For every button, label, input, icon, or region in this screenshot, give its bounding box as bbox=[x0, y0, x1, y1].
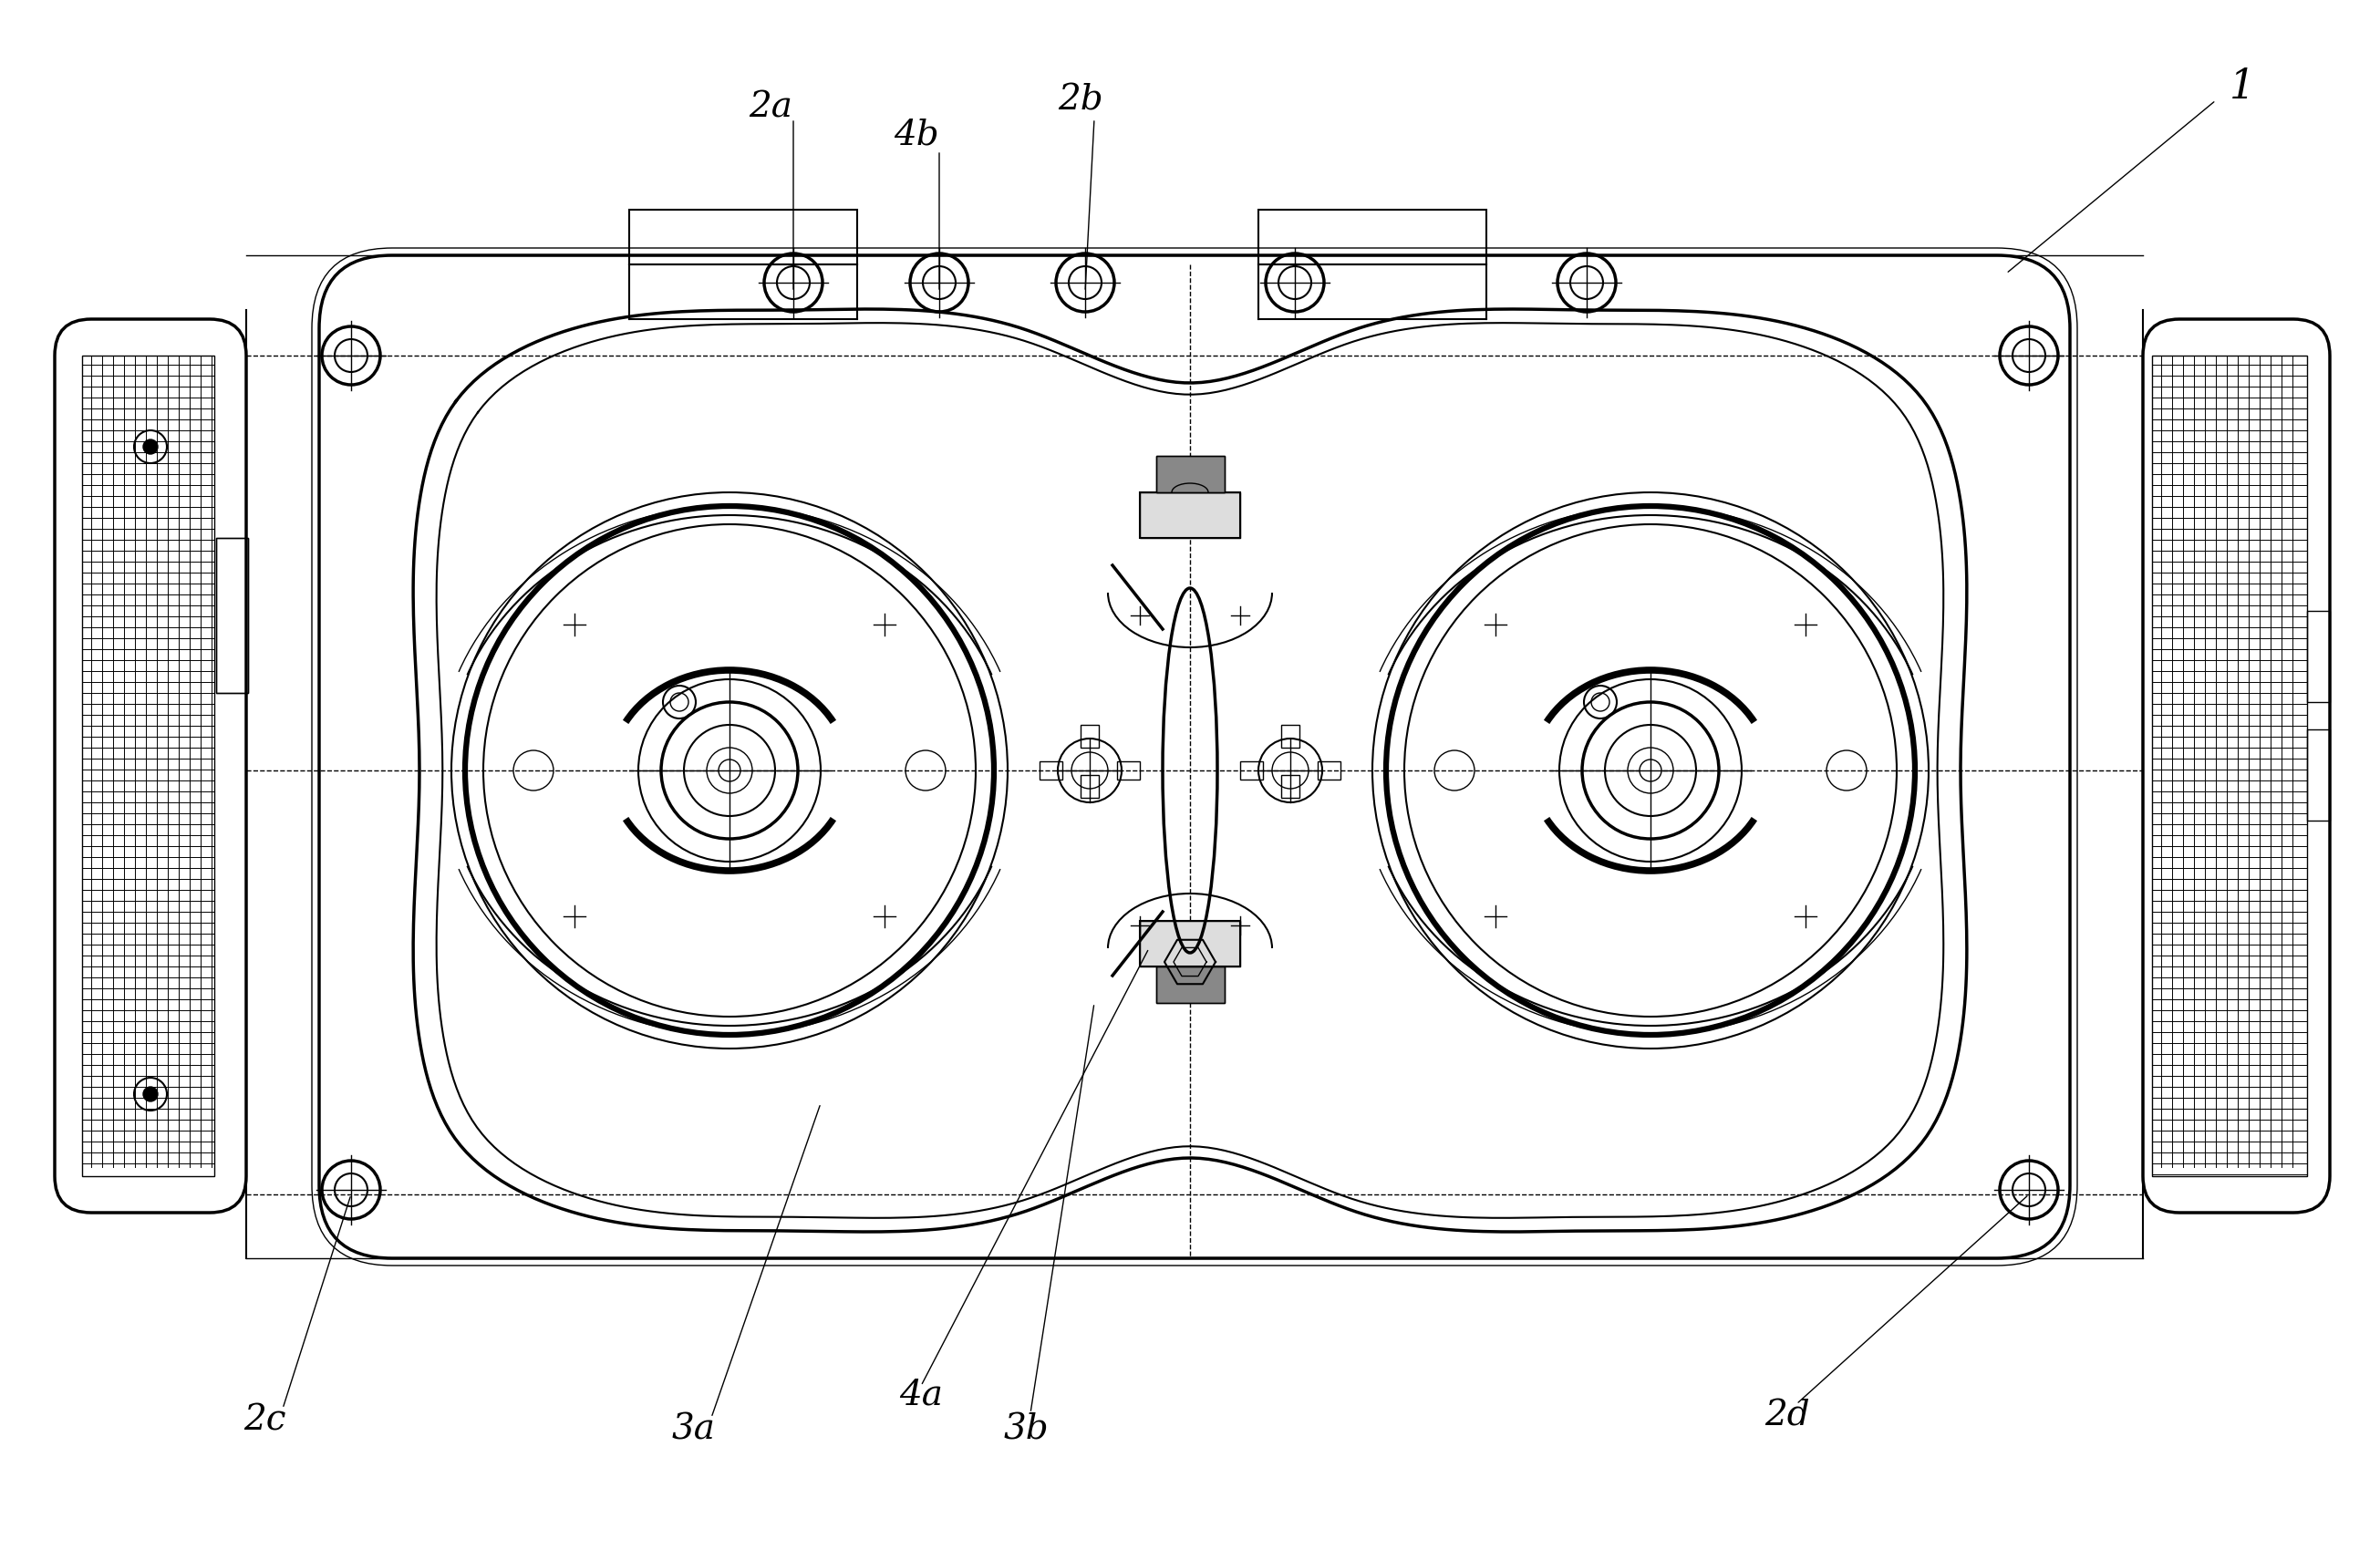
Bar bbox=[1140, 493, 1240, 538]
Bar bbox=[1140, 921, 1240, 967]
Bar bbox=[1157, 967, 1226, 1003]
Text: 3b: 3b bbox=[1004, 1412, 1050, 1446]
Text: 2c: 2c bbox=[243, 1404, 286, 1437]
Bar bbox=[1081, 775, 1100, 798]
Bar bbox=[217, 538, 248, 693]
Bar bbox=[1157, 456, 1226, 493]
Bar bbox=[217, 538, 248, 693]
Bar bbox=[628, 209, 857, 265]
Text: 2b: 2b bbox=[1059, 84, 1104, 118]
Bar bbox=[2306, 611, 2330, 702]
Bar bbox=[1040, 761, 1061, 780]
Bar bbox=[1240, 761, 1264, 780]
Bar bbox=[1280, 775, 1299, 798]
Text: 4a: 4a bbox=[900, 1378, 942, 1412]
Bar bbox=[1157, 967, 1226, 1003]
Circle shape bbox=[143, 440, 157, 454]
Text: 1: 1 bbox=[2230, 67, 2256, 107]
Bar bbox=[1259, 209, 1488, 265]
Text: 3a: 3a bbox=[671, 1412, 714, 1446]
Bar bbox=[1280, 725, 1299, 747]
Bar bbox=[2152, 355, 2306, 1176]
Text: 4b: 4b bbox=[895, 118, 940, 152]
Text: 2d: 2d bbox=[1764, 1400, 1809, 1432]
Bar bbox=[81, 355, 214, 1176]
Circle shape bbox=[1640, 760, 1661, 781]
Text: 2a: 2a bbox=[750, 91, 793, 124]
Circle shape bbox=[719, 760, 740, 781]
Circle shape bbox=[143, 1087, 157, 1102]
Bar bbox=[1116, 761, 1140, 780]
Bar bbox=[1319, 761, 1340, 780]
Bar bbox=[1081, 725, 1100, 747]
Bar bbox=[1157, 456, 1226, 493]
Bar bbox=[2306, 730, 2330, 820]
Bar bbox=[1140, 493, 1240, 538]
Bar bbox=[1140, 921, 1240, 967]
